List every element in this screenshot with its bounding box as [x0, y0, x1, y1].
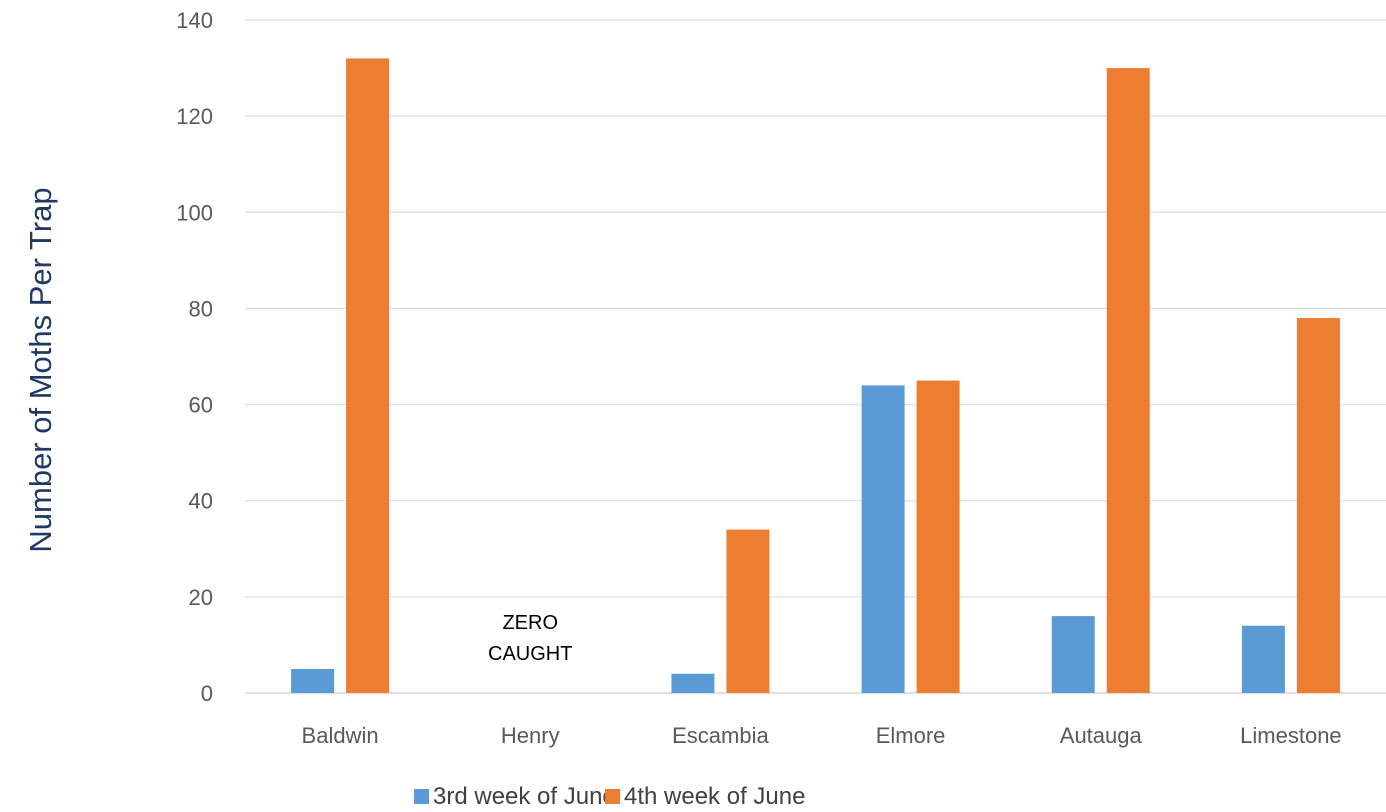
y-axis-label: Number of Moths Per Trap [23, 187, 58, 552]
y-tick-label: 120 [176, 104, 213, 129]
legend: 3rd week of June 4th week of June [414, 783, 805, 810]
gridlines [245, 19, 1386, 694]
bar-baldwin-series-2 [346, 58, 390, 693]
bar-elmore-series-1 [861, 385, 905, 693]
x-tick-label: Autauga [1060, 723, 1143, 748]
x-axis-ticks: Baldwin Henry Escambia Elmore Autauga Limesto… [302, 723, 1342, 748]
bar-limestone-series-2 [1296, 318, 1340, 693]
y-tick-label: 80 [189, 296, 213, 321]
legend-swatch [605, 789, 620, 804]
bar-autauga-series-1 [1051, 616, 1095, 693]
bar-escambia-series-2 [726, 529, 770, 693]
annotations: ZERO CAUGHT [488, 612, 572, 665]
y-tick-label: 0 [201, 681, 213, 706]
bar-escambia-series-1 [671, 673, 715, 693]
y-tick-label: 60 [189, 393, 213, 418]
y-tick-label: 140 [176, 8, 213, 33]
legend-swatch [414, 789, 429, 804]
legend-label: 3rd week of June [433, 783, 616, 810]
bars [291, 58, 1340, 694]
annotation-text: CAUGHT [488, 643, 572, 665]
x-tick-label: Elmore [876, 723, 946, 748]
x-tick-label: Limestone [1240, 723, 1342, 748]
annotation-text: ZERO [502, 612, 558, 634]
y-axis-ticks: 0 20 40 60 80 100 120 140 [176, 8, 213, 706]
x-tick-label: Escambia [672, 723, 769, 748]
bar-elmore-series-2 [916, 380, 960, 693]
bar-limestone-series-1 [1241, 625, 1285, 693]
y-tick-label: 100 [176, 200, 213, 225]
bar-autauga-series-2 [1106, 68, 1150, 694]
legend-label: 4th week of June [624, 783, 805, 810]
x-tick-label: Baldwin [302, 723, 379, 748]
y-tick-label: 40 [189, 489, 213, 514]
bar-baldwin-series-1 [291, 668, 335, 693]
x-tick-label: Henry [501, 723, 560, 748]
y-tick-label: 20 [189, 585, 213, 610]
